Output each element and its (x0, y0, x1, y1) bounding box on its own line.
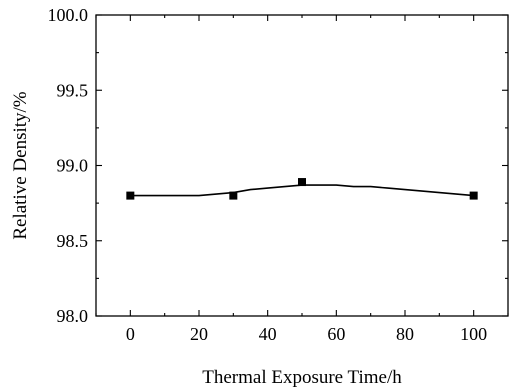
y-tick-label: 98.5 (57, 231, 89, 251)
x-axis-title: Thermal Exposure Time/h (202, 367, 402, 388)
y-tick-label: 99.0 (57, 156, 89, 176)
data-point (298, 178, 306, 187)
y-tick-label: 99.5 (57, 80, 89, 100)
data-point (469, 191, 478, 200)
fit-line (130, 184, 474, 197)
y-axis-title: Relative Density/% (10, 91, 31, 239)
x-tick-label: 0 (126, 324, 135, 344)
y-tick-label: 100.0 (48, 5, 89, 25)
data-point (229, 191, 238, 200)
x-tick-label: 60 (327, 324, 345, 344)
x-tick-label: 40 (259, 324, 277, 344)
plot-frame (95, 14, 509, 317)
data-point (126, 191, 135, 200)
y-tick-label: 98.0 (57, 306, 89, 326)
x-tick-label: 80 (396, 324, 414, 344)
ticks-layer: 0 20 40 60 80 100 98.0 98.5 99.0 99.5 100.0 (48, 5, 509, 344)
x-tick-label: 20 (190, 324, 208, 344)
markers-layer (126, 178, 478, 200)
x-tick-label: 100 (460, 324, 487, 344)
